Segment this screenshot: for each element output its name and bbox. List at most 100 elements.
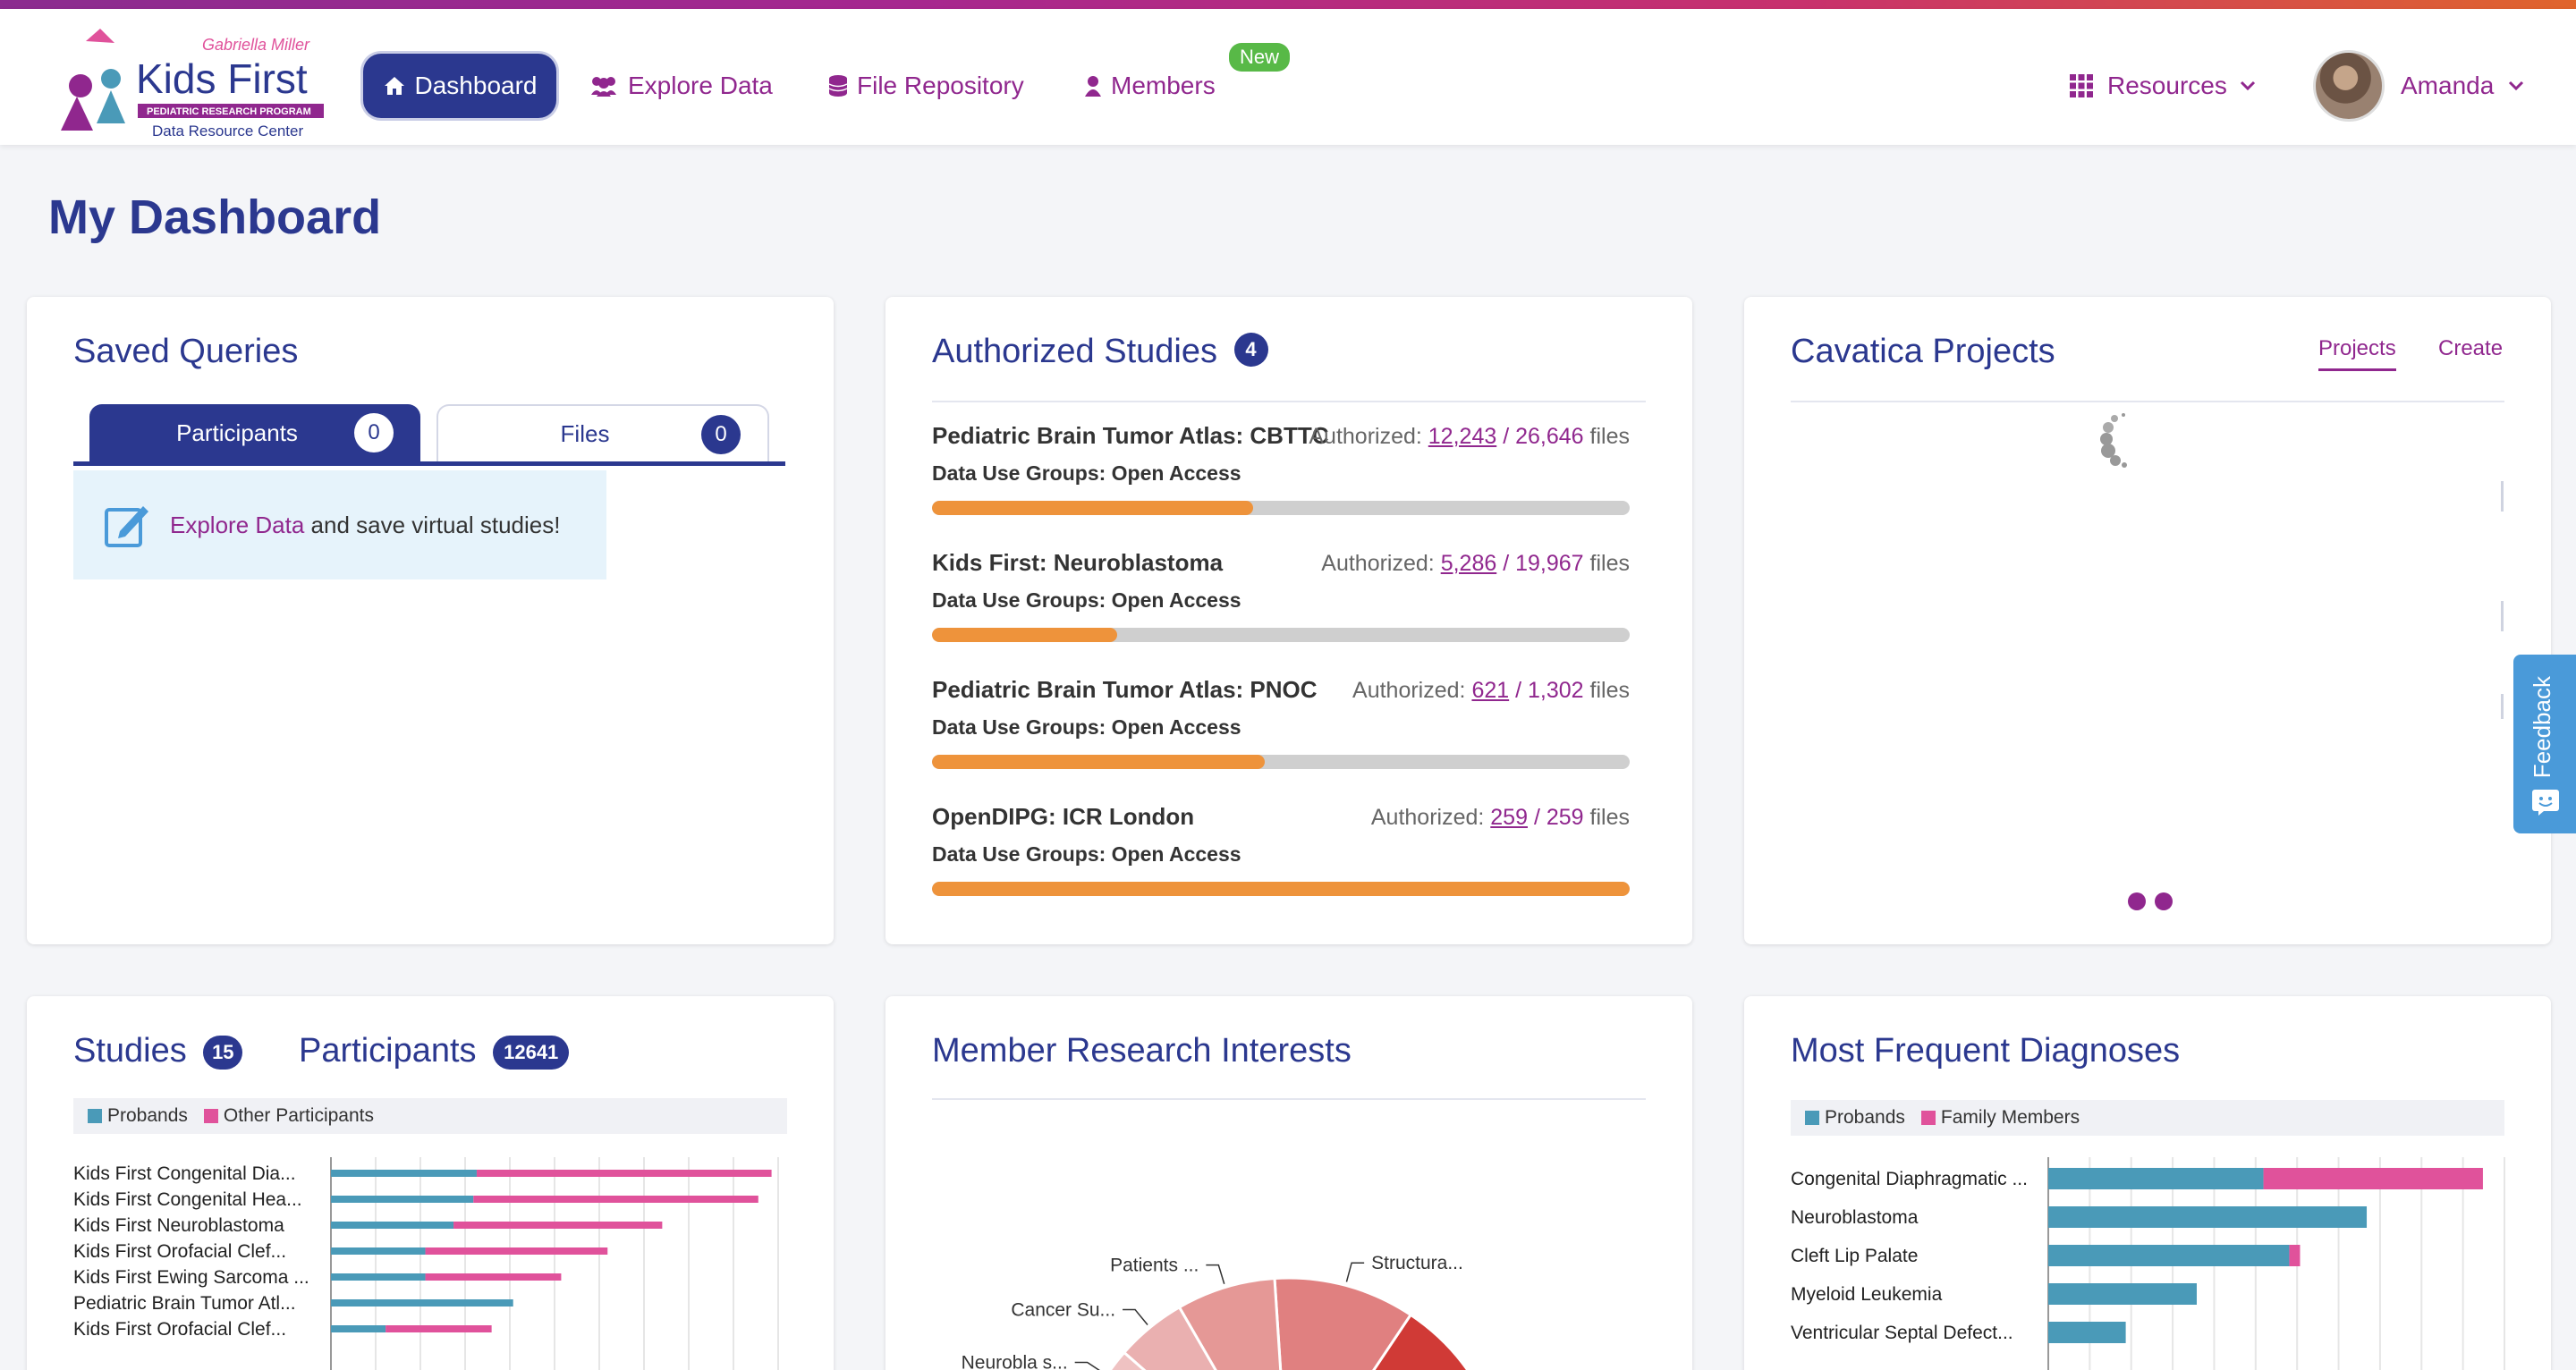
- chart-bar[interactable]: [473, 1196, 758, 1203]
- users-icon: [591, 77, 616, 97]
- studies-participants-card: Studies 15 Participants 12641 Probands O…: [27, 996, 834, 1370]
- study-name: OpenDIPG: ICR London: [932, 803, 1195, 830]
- study-progress-fill: [932, 628, 1117, 642]
- resources-menu[interactable]: Resources: [2070, 54, 2256, 118]
- chart-category-label: Myeloid Leukemia: [1791, 1284, 1943, 1305]
- user-name: Amanda: [2401, 72, 2495, 99]
- study-data-use-groups: Data Use Groups: Open Access: [932, 715, 1241, 739]
- logo-top-text: Gabriella Miller: [202, 36, 310, 54]
- resources-label: Resources: [2107, 72, 2227, 99]
- legend-probands: Probands: [107, 1105, 188, 1126]
- nav-file-repository[interactable]: File Repository: [828, 54, 1024, 118]
- nav-explore-data-label: Explore Data: [628, 72, 773, 99]
- tab-projects[interactable]: Projects: [2318, 336, 2396, 371]
- authorized-files-link[interactable]: 621: [1471, 678, 1510, 703]
- user-avatar[interactable]: [2313, 50, 2385, 122]
- home-icon: [384, 77, 404, 95]
- tab-files[interactable]: Files 0: [436, 404, 769, 461]
- authorized-study-row: Kids First: Neuroblastoma Authorized: 5,2…: [932, 549, 1630, 647]
- chart-bar[interactable]: [331, 1247, 426, 1255]
- chart-bar[interactable]: [476, 1170, 772, 1177]
- chart-bar[interactable]: [331, 1170, 477, 1177]
- chart-bar[interactable]: [2048, 1206, 2368, 1228]
- authorized-files-link[interactable]: 12,243: [1428, 424, 1497, 449]
- apps-grid-icon: [2070, 74, 2093, 97]
- legend-probands: Probands: [1825, 1107, 1905, 1128]
- feedback-button[interactable]: Feedback: [2513, 655, 2576, 833]
- study-data-use-groups: Data Use Groups: Open Access: [932, 588, 1241, 612]
- chart-bar[interactable]: [331, 1299, 513, 1307]
- tab-files-count: 0: [701, 415, 741, 454]
- feedback-icon: [2532, 790, 2559, 816]
- chart-bar[interactable]: [331, 1273, 426, 1281]
- chart-bar[interactable]: [386, 1325, 492, 1332]
- study-name: Kids First: Neuroblastoma: [932, 549, 1224, 576]
- members-new-badge: New: [1229, 43, 1291, 72]
- chart-bar[interactable]: [425, 1247, 608, 1255]
- study-progress-fill: [932, 882, 1630, 896]
- chart-bar[interactable]: [331, 1222, 454, 1229]
- nav-members[interactable]: Members: [1084, 54, 1216, 118]
- chart-bar[interactable]: [2048, 1245, 2290, 1266]
- chart-category-label: Pediatric Brain Tumor Atl...: [73, 1293, 296, 1314]
- donut-slice-label: Patients ...: [1110, 1256, 1199, 1276]
- chart-bar[interactable]: [2263, 1168, 2483, 1189]
- participants-count: 12641: [493, 1035, 570, 1070]
- chart-category-label: Kids First Orofacial Clef...: [73, 1319, 286, 1340]
- donut-label-leader: [1206, 1264, 1225, 1284]
- pagination-dots[interactable]: [2127, 891, 2181, 912]
- authorized-files-link[interactable]: 5,286: [1440, 551, 1497, 576]
- logo-main-text: Kids First: [136, 55, 308, 102]
- nav-file-repository-label: File Repository: [857, 72, 1024, 99]
- nav-dashboard[interactable]: Dashboard: [363, 54, 556, 118]
- kids-first-logo[interactable]: Gabriella Miller Kids First PEDIATRIC RE…: [41, 23, 336, 141]
- donut-slice-label: Structura...: [1371, 1253, 1463, 1273]
- chart-category-label: Cleft Lip Palate: [1791, 1246, 1918, 1266]
- study-progress-fill: [932, 501, 1253, 515]
- chart-bar[interactable]: [2048, 1168, 2264, 1189]
- legend-other-participants: Other Participants: [223, 1105, 374, 1126]
- study-data-use-groups: Data Use Groups: Open Access: [932, 842, 1241, 866]
- chart-bar[interactable]: [331, 1325, 386, 1332]
- tab-files-label: Files: [560, 419, 610, 447]
- chart-bar[interactable]: [2048, 1283, 2197, 1305]
- studies-count: 15: [203, 1035, 243, 1070]
- chart-category-label: Kids First Orofacial Clef...: [73, 1241, 286, 1262]
- chevron-down-icon: [2240, 80, 2255, 91]
- logo-sub-text: Data Resource Center: [152, 123, 303, 140]
- authorized-files-link[interactable]: 259: [1490, 805, 1528, 830]
- donut-slice-label: Neurobla s...: [962, 1352, 1068, 1370]
- nav-explore-data[interactable]: Explore Data: [589, 54, 773, 118]
- logo-band-text: PEDIATRIC RESEARCH PROGRAM: [147, 106, 311, 117]
- donut-slice[interactable]: [1351, 1313, 1508, 1370]
- donut-label-leader: [1123, 1308, 1148, 1325]
- authorized-study-row: Pediatric Brain Tumor Atlas: PNOC Authori…: [932, 676, 1630, 774]
- chart-category-label: Ventricular Septal Defect...: [1791, 1323, 2013, 1343]
- chevron-down-icon: [2509, 80, 2524, 91]
- chart-bar[interactable]: [331, 1196, 474, 1203]
- chart-bar[interactable]: [425, 1273, 562, 1281]
- legend-family-members: Family Members: [1940, 1107, 2080, 1128]
- donut-label-leader: [1074, 1361, 1100, 1370]
- tab-create[interactable]: Create: [2438, 336, 2504, 360]
- participants-title: Participants 12641: [299, 1032, 570, 1070]
- authorized-study-row: Pediatric Brain Tumor Atlas: CBTTC Author…: [932, 422, 1630, 520]
- member-research-interests-title: Member Research Interests: [932, 1032, 1352, 1070]
- chart-bar[interactable]: [453, 1222, 663, 1229]
- chart-bar[interactable]: [2289, 1245, 2301, 1266]
- user-menu[interactable]: Amanda: [2401, 54, 2524, 118]
- chart-bar[interactable]: [2048, 1322, 2126, 1343]
- study-authorized-files: Authorized: 12,243 / 26,646 files: [1309, 424, 1630, 449]
- study-authorized-files: Authorized: 621 / 1,302 files: [1352, 678, 1630, 703]
- study-progress-bar: [932, 501, 1630, 515]
- feedback-label: Feedback: [2529, 676, 2555, 779]
- explore-data-link[interactable]: Explore Data: [170, 511, 305, 538]
- saved-queries-card: Saved Queries Participants 0 Files 0 Exp…: [27, 297, 834, 944]
- donut-label-leader: [1345, 1262, 1365, 1282]
- tab-participants[interactable]: Participants 0: [89, 404, 420, 461]
- donut-slice[interactable]: [1092, 1350, 1205, 1370]
- studies-title: Studies 15: [73, 1032, 243, 1070]
- authorized-studies-card: Authorized Studies 4 Pediatric Brain Tum…: [886, 297, 1692, 944]
- nav-dashboard-label: Dashboard: [414, 72, 538, 99]
- empty-state-text: and save virtual studies!: [310, 511, 561, 538]
